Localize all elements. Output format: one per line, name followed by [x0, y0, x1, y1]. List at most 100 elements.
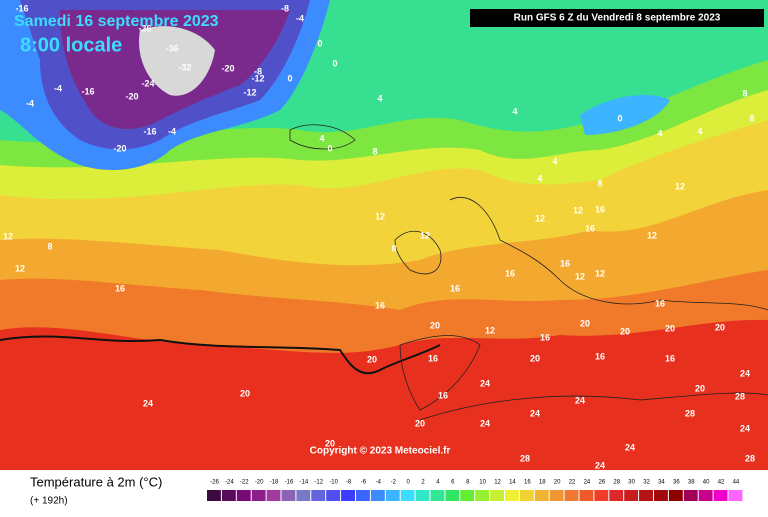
contour-label: 24: [143, 398, 153, 408]
contour-label: -32: [178, 62, 191, 72]
contour-label: 20: [430, 320, 440, 330]
scale-label: 8: [466, 480, 470, 486]
contour-label: 16: [585, 223, 595, 233]
scandinavia-cold: [580, 95, 670, 135]
scale-swatch: [356, 490, 370, 501]
scale-label: 6: [451, 480, 455, 486]
scale-swatch: [341, 490, 355, 501]
contour-label: 24: [480, 418, 490, 428]
contour-label: 24: [595, 460, 605, 470]
scale-label: 16: [524, 480, 531, 486]
isotherm-20: [0, 335, 441, 375]
contour-label: -12: [243, 87, 256, 97]
scale-label: -22: [240, 480, 249, 486]
scale-swatch: [579, 490, 594, 501]
scale-swatch: [490, 490, 504, 501]
scale-swatch: [236, 490, 251, 501]
contour-label: 24: [740, 423, 750, 433]
contour-label: 12: [485, 325, 495, 335]
scale-swatch: [505, 490, 519, 501]
contour-label: -16: [15, 3, 28, 13]
scale-swatch: [430, 490, 445, 501]
contour-label: 4: [697, 126, 702, 136]
contour-label: 28: [735, 391, 745, 401]
scale-swatch: [519, 490, 534, 501]
scale-swatch: [668, 490, 683, 501]
contour-label: 8: [597, 178, 602, 188]
contour-label: -4: [26, 98, 34, 108]
contour-label: 12: [3, 231, 13, 241]
scale-label: 38: [688, 480, 695, 486]
scale-label: 4: [436, 480, 440, 486]
scale-label: 26: [599, 480, 606, 486]
contour-label: 12: [573, 205, 583, 215]
coastline-iberia: [399, 335, 481, 411]
scale-label: -8: [346, 480, 352, 486]
scale-swatch: [549, 490, 564, 501]
contour-label: -36: [138, 23, 151, 33]
contour-label: 20: [580, 318, 590, 328]
contour-label: 4: [512, 106, 517, 116]
scale-swatch: [698, 490, 713, 501]
contour-label: 20: [240, 388, 250, 398]
scale-label: -26: [210, 480, 219, 486]
scale-label: 24: [584, 480, 591, 486]
contour-label: 24: [625, 442, 635, 452]
contour-label: -20: [125, 91, 138, 101]
scale-swatch: [654, 490, 668, 501]
contour-label: 4: [319, 133, 324, 143]
scale-label: -4: [376, 480, 382, 486]
scale-swatch: [385, 490, 400, 501]
scale-label: -20: [255, 480, 264, 486]
contour-label: 16: [438, 390, 448, 400]
scale-label: 18: [539, 480, 546, 486]
scale-label: 0: [406, 480, 410, 486]
scale-swatch: [266, 490, 281, 501]
time: 8:00 locale: [20, 34, 122, 56]
contour-label: 0: [287, 73, 292, 83]
contour-label: 4: [552, 156, 557, 166]
scale-label: -18: [270, 480, 279, 486]
scale-label: -14: [300, 480, 309, 486]
contour-label: 20: [620, 326, 630, 336]
scale-label: -6: [361, 480, 367, 486]
scale-swatch: [594, 490, 609, 501]
scale-label: 2: [421, 480, 425, 486]
contour-label: 20: [695, 383, 705, 393]
scale-label: 40: [703, 480, 710, 486]
scale-swatch: [728, 490, 743, 501]
contour-label: 16: [505, 268, 515, 278]
scale-label: 36: [673, 480, 680, 486]
scale-swatch: [415, 490, 430, 501]
contour-label: 16: [540, 332, 550, 342]
scale-swatch: [207, 490, 221, 501]
contour-label: 16: [428, 353, 438, 363]
contour-label: 16: [115, 283, 125, 293]
scale-swatch: [251, 490, 266, 501]
scale-label: 34: [658, 480, 665, 486]
contour-label: -8: [281, 3, 289, 13]
coastline-british-isles: [394, 231, 442, 275]
contour-label: 20: [665, 323, 675, 333]
footer-lead: (+ 192h): [30, 496, 68, 507]
scale-swatch: [713, 490, 728, 501]
scale-swatch: [221, 490, 236, 501]
scale-swatch: [445, 490, 460, 501]
scale-label: 28: [613, 480, 620, 486]
contour-label: 16: [595, 351, 605, 361]
run-box: [470, 9, 764, 27]
contour-label: 20: [530, 353, 540, 363]
contour-label: 20: [715, 322, 725, 332]
contour-label: 0: [317, 38, 322, 48]
scale-swatch: [460, 490, 475, 501]
greenland-summit: [139, 26, 215, 96]
contour-label: -36: [165, 43, 178, 53]
contour-label: 8: [372, 146, 377, 156]
contour-label: 0: [617, 113, 622, 123]
contour-label: 16: [655, 298, 665, 308]
contour-label: 28: [745, 453, 755, 463]
scale-swatch: [326, 490, 341, 501]
contour-label: 8: [47, 241, 52, 251]
